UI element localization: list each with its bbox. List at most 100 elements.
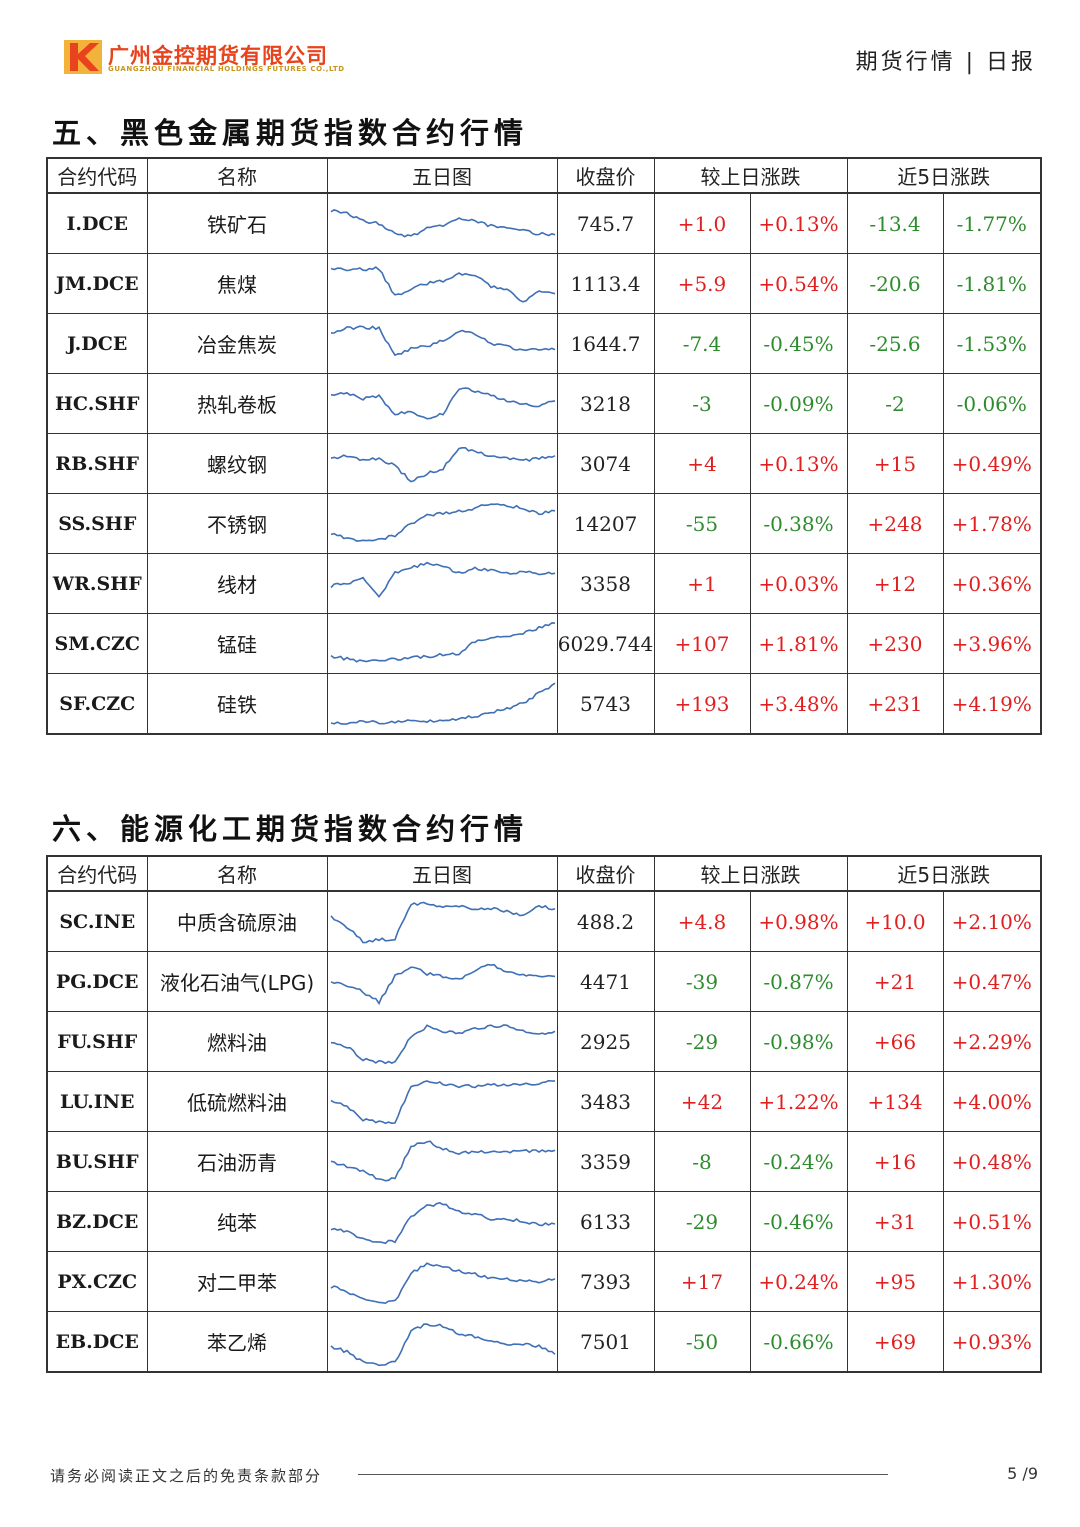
sparkline-chart	[329, 901, 555, 944]
five-day-change-pct: -1.81%	[942, 253, 1042, 314]
sparkline-line	[330, 963, 555, 1006]
daily-change-pct: -0.24%	[749, 1131, 848, 1192]
five-day-change: +16	[846, 1131, 944, 1192]
sparkline-chart	[329, 1323, 556, 1367]
contract-name: 冶金焦炭	[146, 313, 328, 374]
daily-change: +42	[653, 1071, 751, 1132]
sparkline-chart	[330, 209, 555, 238]
contract-name: 燃料油	[146, 1011, 328, 1072]
sparkline-line	[330, 387, 555, 420]
daily-change: +107	[653, 613, 751, 674]
contract-code: BZ.DCE	[46, 1191, 148, 1252]
sparkline-line	[330, 622, 555, 663]
five-day-sparkline	[326, 253, 558, 314]
five-day-change-pct: +4.00%	[942, 1071, 1042, 1132]
close-price: 7501	[556, 1311, 655, 1373]
daily-change: -39	[653, 951, 751, 1012]
five-day-sparkline	[326, 553, 558, 614]
five-day-change-pct: +2.10%	[942, 890, 1042, 952]
table-row: SF.CZC 硅铁 5743 +193 +3.48% +231 +4.19%	[46, 673, 1042, 735]
contract-code: PX.CZC	[46, 1251, 148, 1312]
five-day-change: +66	[846, 1011, 944, 1072]
five-day-change: +231	[846, 673, 944, 735]
sparkline-line	[330, 682, 555, 725]
contract-code: J.DCE	[46, 313, 148, 374]
table-body: SC.INE 中质含硫原油 488.2 +4.8 +0.98% +10.0 +2.10% PG…	[46, 890, 1042, 1373]
daily-change-pct: -0.87%	[749, 951, 848, 1012]
sparkline-line	[330, 1262, 555, 1305]
sparkline-chart	[330, 266, 555, 303]
table-row: SM.CZC 锰硅 6029.744 +107 +1.81% +230 +3.96%	[46, 613, 1042, 674]
five-day-change: +10.0	[846, 890, 944, 952]
table-row: PG.DCE 液化石油气(LPG) 4471 -39 -0.87% +21 +0.47%	[46, 951, 1042, 1012]
col-header-code: 合约代码	[46, 855, 148, 892]
five-day-sparkline	[326, 433, 558, 494]
five-day-change: -2	[846, 373, 944, 434]
col-header-close: 收盘价	[556, 157, 655, 194]
contract-code: SM.CZC	[46, 613, 148, 674]
table-row: WR.SHF 线材 3358 +1 +0.03% +12 +0.36%	[46, 553, 1042, 614]
close-price: 745.7	[556, 192, 655, 254]
table-row: SS.SHF 不锈钢 14207 -55 -0.38% +248 +1.78%	[46, 493, 1042, 554]
five-day-sparkline	[326, 951, 558, 1012]
table-row: PX.CZC 对二甲苯 7393 +17 +0.24% +95 +1.30%	[46, 1251, 1042, 1312]
daily-change: +1.0	[653, 192, 751, 254]
five-day-change: -20.6	[846, 253, 944, 314]
sparkline-line	[330, 1024, 555, 1065]
close-price: 3074	[556, 433, 655, 494]
daily-change-pct: +0.13%	[749, 192, 848, 254]
five-day-change-pct: -1.53%	[942, 313, 1042, 374]
five-day-change: -25.6	[846, 313, 944, 374]
five-day-sparkline	[326, 1191, 558, 1252]
daily-change: +17	[653, 1251, 751, 1312]
daily-change: -8	[653, 1131, 751, 1192]
close-price: 3359	[556, 1131, 655, 1192]
daily-change: +4.8	[653, 890, 751, 952]
contract-code: SC.INE	[46, 890, 148, 952]
close-price: 3218	[556, 373, 655, 434]
table-row: RB.SHF 螺纹钢 3074 +4 +0.13% +15 +0.49%	[46, 433, 1042, 494]
daily-change: -29	[653, 1011, 751, 1072]
contract-name: 不锈钢	[146, 493, 328, 554]
sparkline-line	[329, 1323, 556, 1367]
sparkline-line	[330, 1202, 555, 1245]
daily-change-pct: +0.24%	[749, 1251, 848, 1312]
sparkline-chart	[330, 503, 555, 542]
daily-change-pct: -0.98%	[749, 1011, 848, 1072]
contract-code: HC.SHF	[46, 373, 148, 434]
contract-name: 对二甲苯	[146, 1251, 328, 1312]
five-day-sparkline	[326, 613, 558, 674]
sparkline-chart	[330, 682, 555, 725]
five-day-change: +12	[846, 553, 944, 614]
five-day-change-pct: +0.93%	[942, 1311, 1042, 1373]
table-row: LU.INE 低硫燃料油 3483 +42 +1.22% +134 +4.00%	[46, 1071, 1042, 1132]
daily-change-pct: +0.98%	[749, 890, 848, 952]
contract-name: 纯苯	[146, 1191, 328, 1252]
daily-change-pct: +0.13%	[749, 433, 848, 494]
contract-name: 焦煤	[146, 253, 328, 314]
contract-name: 石油沥青	[146, 1131, 328, 1192]
daily-change: -29	[653, 1191, 751, 1252]
col-header-name: 名称	[146, 157, 328, 194]
sparkline-line	[330, 1079, 555, 1125]
table-header-row: 合约代码 名称 五日图 收盘价 较上日涨跌 近5日涨跌	[46, 157, 1042, 194]
five-day-sparkline	[326, 890, 558, 952]
page-header: 广州金控期货有限公司 GUANGZHOU FINANCIAL HOLDINGS …	[0, 0, 1080, 90]
contract-code: SF.CZC	[46, 673, 148, 735]
contract-name: 苯乙烯	[146, 1311, 328, 1373]
table-row: BU.SHF 石油沥青 3359 -8 -0.24% +16 +0.48%	[46, 1131, 1042, 1192]
five-day-change: +15	[846, 433, 944, 494]
table-row: FU.SHF 燃料油 2925 -29 -0.98% +66 +2.29%	[46, 1011, 1042, 1072]
daily-change: -55	[653, 493, 751, 554]
company-name-en: GUANGZHOU FINANCIAL HOLDINGS FUTURES CO.…	[108, 65, 345, 73]
daily-change: +1	[653, 553, 751, 614]
contract-name: 硅铁	[146, 673, 328, 735]
daily-change: +4	[653, 433, 751, 494]
five-day-sparkline	[326, 1251, 558, 1312]
col-header-chart: 五日图	[326, 157, 558, 194]
close-price: 3358	[556, 553, 655, 614]
sparkline-chart	[329, 561, 555, 598]
five-day-change-pct: +4.19%	[942, 673, 1042, 735]
table-row: JM.DCE 焦煤 1113.4 +5.9 +0.54% -20.6 -1.81%	[46, 253, 1042, 314]
sparkline-chart	[330, 622, 555, 663]
